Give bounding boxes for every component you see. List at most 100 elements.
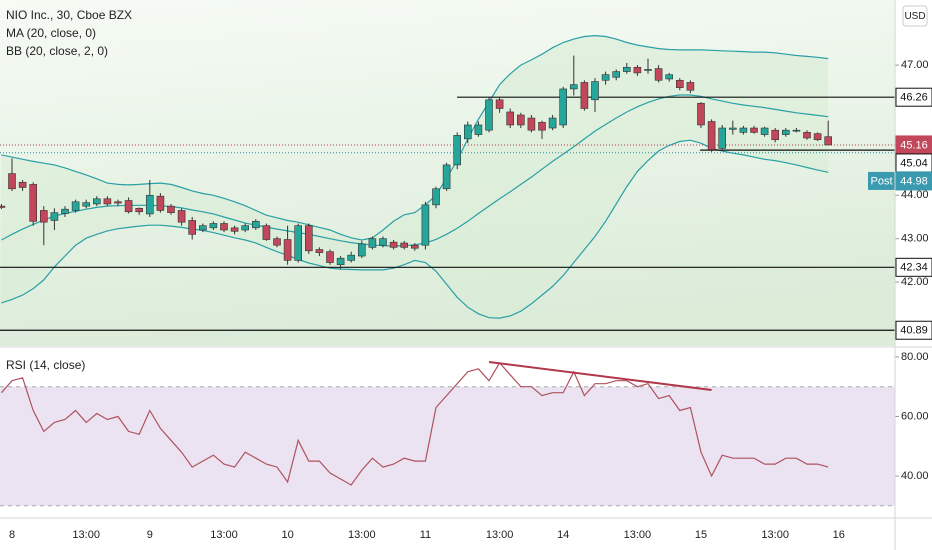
candle-body: [252, 221, 260, 229]
candle-body: [29, 184, 38, 222]
x-tick-label: 15: [695, 529, 707, 541]
candle-body: [813, 133, 822, 141]
x-tick-label: 16: [833, 529, 845, 541]
candle-body: [410, 244, 419, 249]
candle-body: [315, 249, 324, 253]
bb-upper: [1, 34, 829, 241]
candle-body: [199, 225, 207, 231]
candle-body: [50, 212, 59, 221]
price-label-box: [895, 171, 932, 191]
price-label-box: [895, 320, 932, 340]
candle-body: [262, 225, 271, 240]
candle-body: [569, 84, 578, 90]
candle-body: [463, 124, 472, 140]
indicator-legend: BB (20, close, 2, 0): [6, 44, 108, 58]
rsi-band-fill: [0, 386, 895, 506]
x-tick-label: 13:00: [72, 529, 100, 541]
candle-body: [728, 127, 737, 130]
currency: USD: [904, 11, 925, 22]
candle-body: [283, 239, 292, 261]
price-label: 44.98: [900, 175, 928, 187]
indicator-legend: MA (20, close, 0): [6, 26, 96, 40]
candle-body: [453, 135, 462, 166]
candle-body: [686, 82, 695, 91]
candle-body: [559, 88, 568, 126]
x-tick-label: 9: [147, 529, 153, 541]
candle-body: [718, 127, 727, 149]
candle-body: [516, 114, 525, 126]
candle-body: [241, 225, 249, 231]
x-tick-label: 10: [281, 529, 293, 541]
candle-body: [124, 200, 133, 213]
x-tick-label: 13:00: [761, 529, 789, 541]
candle-body: [781, 129, 790, 135]
price-label-box: [895, 87, 932, 107]
candle-body: [654, 68, 663, 81]
bb-lower: [1, 139, 829, 319]
x-tick-label: 11: [420, 529, 431, 541]
y-tick-label: 43.00: [901, 233, 929, 245]
rsi-line: [0, 361, 829, 486]
candle-body: [177, 210, 186, 223]
y-tick-label: 80.00: [901, 351, 929, 363]
candle-body: [188, 220, 196, 235]
y-tick-label: 60.00: [901, 410, 929, 422]
candle-body: [601, 74, 610, 81]
candle-body: [707, 121, 716, 151]
candle-body: [389, 241, 398, 248]
x-tick-label: 14: [557, 529, 569, 541]
candle-body: [336, 257, 345, 266]
candle-body: [379, 238, 387, 246]
currency-box[interactable]: [902, 5, 928, 27]
candle-body: [93, 198, 101, 205]
bb-fill: [1, 35, 829, 319]
candle-body: [485, 99, 493, 131]
post-label-box: [868, 171, 895, 190]
candle-body: [114, 201, 122, 204]
candle-body: [0, 205, 6, 208]
candle-body: [622, 66, 631, 72]
candle-body: [442, 164, 451, 190]
x-tick-label: 13:00: [624, 529, 652, 541]
price-label: 40.89: [900, 325, 928, 337]
candle-body: [347, 254, 356, 261]
candle-body: [750, 127, 758, 133]
candle-body: [368, 238, 377, 248]
candle-body: [135, 208, 143, 213]
candle-body: [294, 225, 303, 261]
symbol-title: NIO Inc., 30, Cboe BZX: [6, 8, 132, 22]
candle-body: [538, 122, 546, 131]
candle-body: [644, 69, 652, 71]
candle-body: [230, 227, 239, 232]
price-label: 45.04: [900, 157, 928, 169]
candle-body: [760, 127, 769, 135]
candle-body: [697, 102, 705, 126]
candle-body: [792, 129, 801, 132]
candle-body: [633, 66, 642, 74]
x-tick-label: 13:00: [348, 529, 376, 541]
candle-body: [527, 117, 536, 131]
candle-body: [506, 111, 515, 126]
candle-body: [209, 223, 218, 229]
candle-body: [612, 71, 621, 78]
candle-body: [474, 124, 483, 135]
post-label: Post: [870, 175, 892, 187]
x-tick-label: 8: [9, 529, 15, 541]
candle-body: [71, 201, 80, 211]
candle-body: [156, 195, 165, 211]
candle-body: [82, 202, 90, 207]
price-label: 46.26: [900, 92, 928, 104]
plot-layer: 47.00 44.00 43.00 42.00 8 13:00 9 13:00 10 13:00 1…: [0, 34, 932, 541]
candle-body: [591, 81, 599, 101]
y-tick-label: 47.00: [901, 59, 929, 71]
candle-body: [432, 188, 440, 206]
candle-body: [18, 181, 27, 188]
candle-body: [421, 204, 430, 246]
candle-body: [548, 117, 557, 129]
candle-body: [8, 173, 16, 190]
candle-body: [824, 136, 833, 146]
candle-body: [580, 82, 589, 109]
candle-body: [803, 132, 811, 139]
